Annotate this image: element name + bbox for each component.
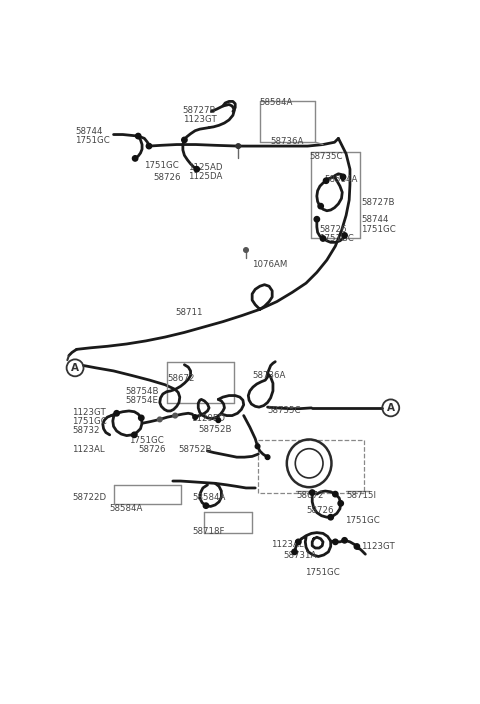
Text: 58672: 58672: [168, 374, 195, 383]
Text: 58752B: 58752B: [198, 425, 232, 434]
Circle shape: [193, 415, 197, 420]
Circle shape: [157, 417, 162, 422]
Text: 1751GC: 1751GC: [304, 568, 339, 577]
Circle shape: [244, 248, 248, 252]
Text: 58727B: 58727B: [183, 106, 216, 115]
Text: 58718F: 58718F: [192, 527, 225, 536]
Text: A: A: [71, 363, 79, 373]
Circle shape: [182, 137, 187, 143]
Text: 58726: 58726: [138, 445, 166, 454]
Circle shape: [314, 217, 320, 222]
Text: 1751GC: 1751GC: [345, 515, 379, 524]
Circle shape: [236, 144, 240, 149]
Circle shape: [318, 203, 324, 209]
Text: 58726: 58726: [154, 173, 181, 182]
Text: 1123AL: 1123AL: [271, 540, 303, 549]
Text: 58584A: 58584A: [324, 175, 358, 184]
Bar: [258, 440, 364, 493]
Text: 58736A: 58736A: [271, 137, 304, 146]
Text: 58754B: 58754B: [126, 387, 159, 396]
Circle shape: [296, 539, 301, 545]
Text: 58584A: 58584A: [109, 504, 142, 513]
Circle shape: [265, 455, 270, 460]
Circle shape: [146, 144, 152, 149]
Text: 58754E: 58754E: [126, 396, 159, 406]
Text: 58744: 58744: [361, 215, 389, 225]
Text: 58752B: 58752B: [178, 445, 212, 454]
Circle shape: [216, 418, 221, 422]
Circle shape: [354, 543, 360, 549]
Circle shape: [340, 174, 346, 180]
Circle shape: [310, 490, 315, 496]
Text: 1123GT: 1123GT: [361, 542, 395, 551]
Circle shape: [333, 491, 338, 497]
Text: 1123GT: 1123GT: [72, 408, 106, 417]
Text: 1751GC: 1751GC: [319, 234, 354, 243]
Text: 58722D: 58722D: [72, 493, 106, 501]
Text: 1751GC: 1751GC: [129, 436, 164, 445]
Text: 1123GT: 1123GT: [183, 115, 216, 125]
Circle shape: [342, 233, 347, 238]
Circle shape: [328, 515, 334, 520]
Circle shape: [342, 538, 347, 543]
Text: 1129ED: 1129ED: [191, 414, 225, 423]
Circle shape: [194, 166, 199, 172]
Text: 58735C: 58735C: [309, 152, 343, 161]
Text: 1751GC: 1751GC: [144, 161, 179, 170]
Text: 58735C: 58735C: [267, 406, 301, 415]
Circle shape: [132, 156, 138, 161]
Circle shape: [114, 410, 120, 416]
Text: 1123AL: 1123AL: [72, 445, 105, 454]
Text: 1751GC: 1751GC: [75, 136, 110, 145]
Text: 1125AD: 1125AD: [188, 163, 223, 172]
Text: 58731A: 58731A: [283, 551, 316, 560]
Text: 58726: 58726: [319, 225, 347, 234]
Circle shape: [292, 549, 297, 555]
Circle shape: [320, 236, 326, 241]
Text: 58715I: 58715I: [346, 491, 376, 500]
Text: 58584A: 58584A: [192, 493, 226, 501]
Text: 58732: 58732: [72, 427, 99, 435]
Circle shape: [333, 539, 338, 545]
Text: 58711: 58711: [175, 308, 203, 317]
Text: 1751GC: 1751GC: [361, 225, 396, 234]
Text: 58672: 58672: [296, 491, 324, 500]
Text: 1751GC: 1751GC: [72, 417, 107, 426]
Text: 1125DA: 1125DA: [188, 172, 223, 181]
Text: 58584A: 58584A: [260, 99, 293, 107]
Text: 58726: 58726: [306, 506, 334, 515]
Circle shape: [173, 413, 178, 418]
Circle shape: [324, 178, 329, 184]
Text: 1076AM: 1076AM: [252, 260, 288, 269]
Circle shape: [255, 444, 260, 448]
Text: 58736A: 58736A: [252, 371, 286, 380]
Text: 58727B: 58727B: [361, 199, 395, 208]
Circle shape: [338, 501, 343, 506]
Text: 58744: 58744: [75, 127, 103, 136]
Circle shape: [132, 432, 137, 437]
Circle shape: [203, 503, 209, 508]
Text: A: A: [387, 403, 395, 413]
Circle shape: [135, 133, 141, 139]
Circle shape: [139, 415, 144, 420]
